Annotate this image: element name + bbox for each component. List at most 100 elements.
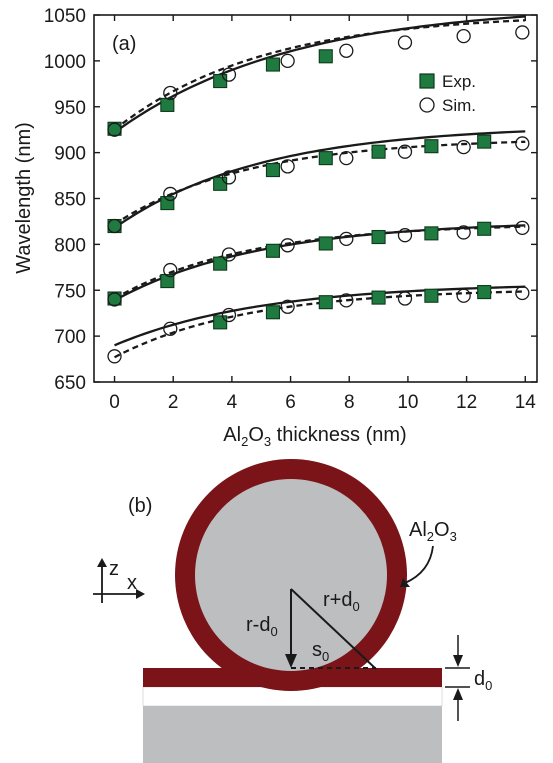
x-axis-label: x: [127, 572, 137, 594]
x-tick-label: 14: [515, 392, 537, 413]
exp-marker: [371, 144, 386, 159]
d-arrow-top-head: [453, 655, 463, 667]
exp-marker: [160, 97, 175, 112]
exp-marker: [424, 226, 439, 241]
plot-frame: [93, 14, 538, 383]
exp-marker: [318, 151, 333, 166]
y-tick-label: 1050: [44, 6, 86, 27]
legend: Exp. Sim.: [419, 72, 476, 115]
exp-marker: [213, 176, 228, 191]
sphere-core: [195, 479, 387, 671]
panel-label-b: (b): [128, 495, 152, 517]
sim-marker: [515, 25, 530, 40]
legend-exp-marker: [419, 73, 435, 89]
chart-panel-a: 0 2 4 6 8 10 12 14 650 700 750 800 850 900 950 1000 1050…: [13, 6, 538, 449]
coating-label: Al2O3: [409, 519, 457, 544]
sim-marker: [280, 238, 295, 253]
sim-marker: [280, 299, 295, 314]
exp-marker: [160, 196, 175, 211]
label-d: d0: [474, 668, 492, 693]
sim-marker: [456, 139, 471, 155]
y-tick-label: 900: [54, 144, 86, 165]
exp-marker: [265, 243, 281, 258]
sim-marker: [221, 67, 237, 82]
x-tick-label: 12: [456, 392, 477, 413]
sim-marker: [515, 285, 530, 301]
label-s: s0: [312, 639, 329, 664]
exp-marker: [318, 236, 333, 251]
sim-marker: [339, 231, 354, 247]
sim-marker: [107, 218, 122, 234]
y-tick-label: 1000: [44, 52, 86, 73]
y-tick-label: 950: [54, 98, 86, 119]
r-plus-d-line: [290, 588, 377, 670]
x-tick-label: 0: [109, 392, 120, 413]
y-tick-label: 700: [54, 327, 86, 348]
exp-marker: [371, 290, 386, 305]
exp-marker: [265, 305, 281, 320]
label-r-plus-d: r+d0: [323, 589, 360, 614]
sim-marker: [456, 28, 471, 44]
exp-marker: [477, 285, 492, 300]
legend-sim-marker: [419, 97, 435, 113]
data-markers: [107, 25, 530, 364]
sim-marker: [107, 122, 122, 137]
sim-marker: [107, 349, 122, 364]
x-tick-label: 4: [227, 392, 238, 413]
exp-marker: [477, 134, 492, 149]
x-tick-label: 2: [168, 392, 179, 413]
coating-pointer-arrowhead: [400, 578, 410, 587]
sim-marker: [221, 247, 237, 262]
sim-marker: [397, 228, 413, 243]
panel-label-a: (a): [112, 33, 136, 55]
sim-fit-curve: [113, 140, 526, 226]
diagram-panel-b: (b) r-d0 r+d0 s0 Al2O3 d0 z x: [93, 459, 492, 763]
sim-marker: [515, 220, 530, 236]
sim-marker: [107, 292, 122, 307]
x-tick-label: 10: [397, 392, 418, 413]
substrate: [143, 706, 442, 763]
coating-pointer-arrow: [404, 545, 434, 584]
sim-marker: [339, 150, 354, 166]
z-axis-label: z: [109, 558, 119, 580]
sim-marker: [221, 170, 237, 185]
exp-marker: [213, 315, 228, 330]
y-tick-label: 850: [54, 190, 86, 211]
sim-marker: [456, 225, 471, 240]
y-tick-label: 650: [54, 373, 86, 394]
legend-sim-label: Sim.: [442, 96, 476, 115]
exp-marker: [371, 229, 386, 245]
exp-marker: [318, 295, 333, 310]
y-tick-label: 800: [54, 235, 86, 256]
sim-marker: [397, 35, 413, 50]
sim-marker: [397, 291, 413, 306]
sim-marker: [280, 53, 295, 69]
sim-marker: [163, 186, 178, 202]
sim-fit-curve: [113, 19, 526, 131]
sim-marker: [339, 43, 354, 58]
exp-marker: [424, 288, 439, 303]
exp-marker: [424, 139, 439, 154]
exp-marker: [265, 163, 281, 178]
x-tick-label: 8: [344, 392, 355, 413]
exp-marker: [213, 256, 228, 271]
exp-marker: [213, 74, 228, 89]
d-arrow-bottom-head: [453, 688, 463, 700]
legend-exp-label: Exp.: [442, 72, 476, 91]
fit-curves: [113, 15, 526, 359]
sim-marker: [163, 262, 178, 278]
sim-marker: [163, 321, 178, 336]
sim-marker: [221, 307, 237, 323]
exp-marker: [318, 49, 333, 64]
y-tick-label: 750: [54, 281, 86, 302]
sim-marker: [456, 288, 471, 303]
axis-ticks: 0 2 4 6 8 10 12 14 650 700 750 800 850 900 950 1000 1050: [44, 6, 537, 413]
z-axis-arrowhead: [97, 558, 107, 567]
y-axis-title: Wavelength (nm): [13, 122, 35, 274]
sim-marker: [280, 159, 295, 174]
exp-marker: [265, 57, 281, 72]
x-axis-title: Al2O3 thickness (nm): [223, 424, 406, 449]
sim-marker: [397, 144, 413, 159]
label-r-minus-d: r-d0: [246, 614, 278, 639]
